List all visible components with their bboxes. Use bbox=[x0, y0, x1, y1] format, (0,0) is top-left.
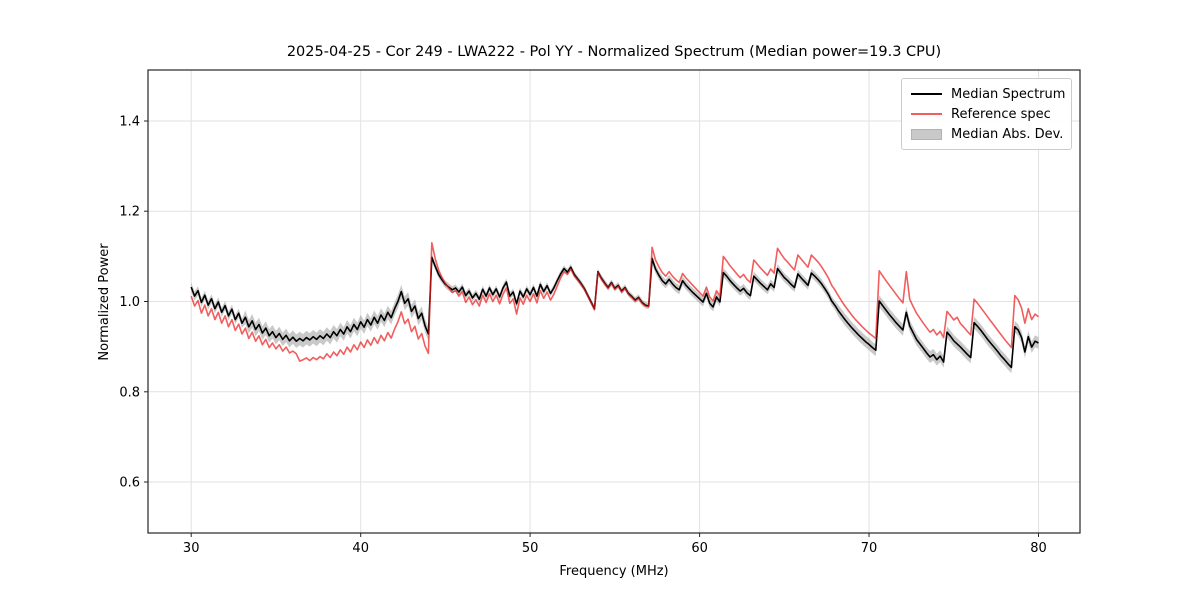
mad-patch-swatch bbox=[911, 128, 942, 140]
plot-frame bbox=[147, 69, 1081, 534]
chart-title: 2025-04-25 - Cor 249 - LWA222 - Pol YY -… bbox=[286, 44, 942, 60]
x-tick-label: 30 bbox=[183, 541, 200, 556]
y-axis-label: Normalized Power bbox=[97, 243, 112, 361]
y-tick-label: 1.4 bbox=[119, 115, 140, 130]
series-lines bbox=[190, 242, 1039, 369]
reference-line-swatch bbox=[911, 113, 942, 115]
legend-item-reference-spec: Reference spec bbox=[911, 104, 1063, 124]
x-tick-label: 60 bbox=[691, 541, 708, 556]
reference-spec-line bbox=[190, 242, 1039, 362]
y-tick-label: 1.2 bbox=[119, 205, 140, 220]
x-axis-label: Frequency (MHz) bbox=[559, 564, 669, 579]
legend-label: Reference spec bbox=[951, 106, 1051, 122]
axis-ticks: 30 40 50 60 70 80 0.6 0.8 1.0 1.2 1.4 bbox=[119, 115, 1046, 557]
x-tick-label: 80 bbox=[1030, 541, 1047, 556]
legend-item-median-spectrum: Median Spectrum bbox=[911, 84, 1066, 104]
x-tick-label: 50 bbox=[522, 541, 539, 556]
x-tick-label: 70 bbox=[861, 541, 878, 556]
legend-box: Median Spectrum Reference spec Median Ab… bbox=[901, 78, 1072, 150]
mad-band-area bbox=[191, 253, 1039, 374]
mad-band bbox=[191, 253, 1039, 374]
median-line-swatch bbox=[911, 93, 942, 95]
median-spectrum-line bbox=[190, 256, 1039, 369]
legend-label: Median Spectrum bbox=[951, 86, 1066, 102]
legend-item-mad: Median Abs. Dev. bbox=[911, 124, 1063, 144]
x-tick-label: 40 bbox=[352, 541, 369, 556]
y-tick-label: 1.0 bbox=[119, 295, 140, 310]
legend-label: Median Abs. Dev. bbox=[951, 126, 1064, 142]
y-tick-label: 0.8 bbox=[119, 385, 140, 400]
y-tick-label: 0.6 bbox=[119, 476, 140, 491]
